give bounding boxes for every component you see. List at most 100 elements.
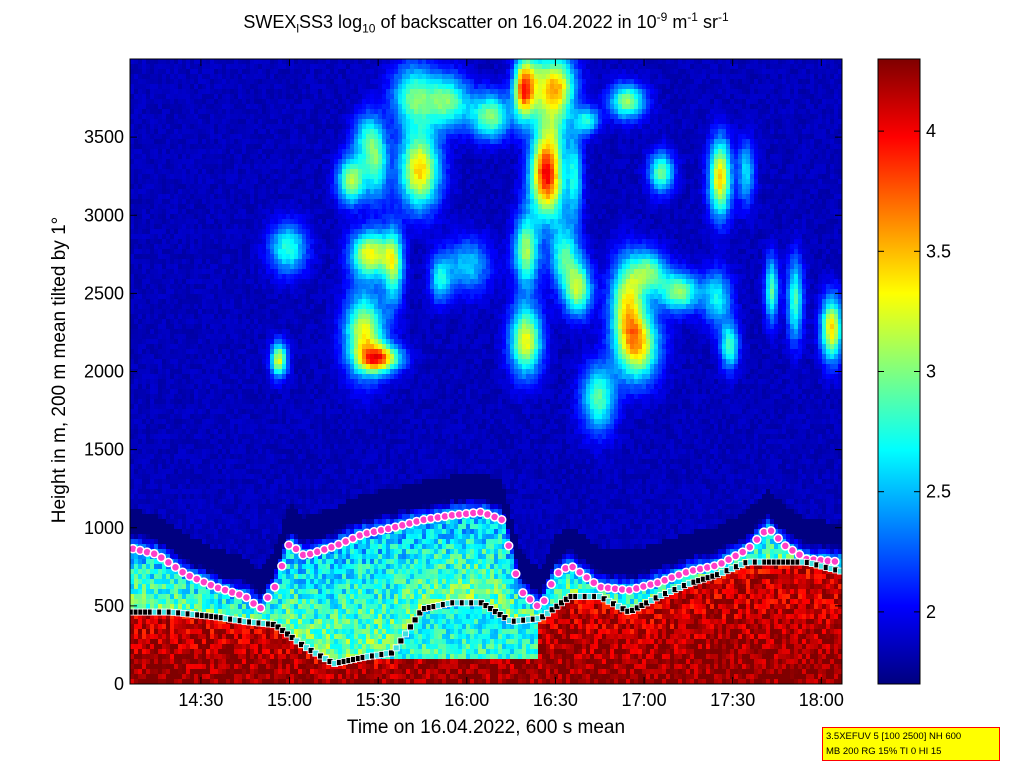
heatmap-cell (226, 134, 231, 140)
heatmap-cell (270, 499, 275, 505)
heatmap-cell (238, 639, 243, 645)
heatmap-cell (170, 394, 175, 400)
heatmap-cell (270, 139, 275, 145)
heatmap-cell (134, 589, 139, 595)
heatmap-cell (230, 654, 235, 660)
heatmap-cell (258, 494, 263, 500)
heatmap-cell (134, 484, 139, 490)
heatmap-cell (142, 164, 147, 170)
heatmap-cell (170, 374, 175, 380)
heatmap-cell (234, 74, 239, 80)
heatmap-cell (250, 469, 255, 475)
heatmap-cell (166, 204, 171, 210)
heatmap-cell (182, 254, 187, 260)
heatmap-cell (206, 94, 211, 100)
heatmap-cell (206, 149, 211, 155)
heatmap-cell (226, 674, 231, 680)
heatmap-cell (270, 214, 275, 220)
heatmap-cell (202, 334, 207, 340)
heatmap-cell (226, 384, 231, 390)
heatmap-cell (238, 449, 243, 455)
heatmap-cell (230, 264, 235, 270)
heatmap-cell (226, 369, 231, 375)
heatmap-cell (154, 559, 159, 565)
heatmap-cell (186, 429, 191, 435)
heatmap-cell (182, 474, 187, 480)
heatmap-cell (270, 159, 275, 165)
heatmap-cell (210, 419, 215, 425)
heatmap-cell (226, 479, 231, 485)
heatmap-cell (142, 214, 147, 220)
heatmap-cell (274, 59, 279, 65)
heatmap-cell (254, 184, 259, 190)
heatmap-cell (222, 649, 227, 655)
heatmap-cell (238, 524, 243, 530)
heatmap-cell (150, 574, 155, 580)
heatmap-cell (274, 394, 279, 400)
heatmap-cell (146, 309, 151, 315)
heatmap-cell (158, 199, 163, 205)
heatmap-cell (158, 389, 163, 395)
heatmap-cell (186, 544, 191, 550)
heatmap-cell (270, 589, 275, 595)
heatmap-cell (154, 244, 159, 250)
heatmap-cell (142, 109, 147, 115)
heatmap-cell (206, 269, 211, 275)
heatmap-cell (186, 444, 191, 450)
heatmap-cell (226, 419, 231, 425)
heatmap-cell (278, 409, 283, 415)
heatmap-cell (186, 494, 191, 500)
heatmap-cell (138, 94, 143, 100)
heatmap-cell (250, 559, 255, 565)
heatmap-cell (286, 349, 291, 355)
heatmap-cell (230, 459, 235, 465)
heatmap-cell (174, 94, 179, 100)
heatmap-cell (282, 549, 287, 555)
heatmap-cell (218, 504, 223, 510)
heatmap-cell (266, 179, 271, 185)
heatmap-cell (186, 149, 191, 155)
heatmap-cell (222, 164, 227, 170)
heatmap-cell (266, 244, 271, 250)
heatmap-cell (162, 664, 167, 670)
heatmap-cell (174, 189, 179, 195)
heatmap-cell (274, 314, 279, 320)
heatmap-cell (182, 214, 187, 220)
heatmap-cell (242, 289, 247, 295)
heatmap-cell (134, 674, 139, 680)
heatmap-cell (282, 589, 287, 595)
heatmap-cell (178, 254, 183, 260)
heatmap-cell (250, 254, 255, 260)
heatmap-cell (234, 564, 239, 570)
heatmap-cell (218, 229, 223, 235)
heatmap-cell (226, 559, 231, 565)
heatmap-cell (254, 264, 259, 270)
heatmap-cell (202, 599, 207, 605)
heatmap-cell (286, 469, 291, 475)
heatmap-cell (150, 534, 155, 540)
heatmap-cell (166, 184, 171, 190)
heatmap-cell (262, 224, 267, 230)
heatmap-cell (202, 664, 207, 670)
heatmap-cell (138, 499, 143, 505)
heatmap-cell (286, 534, 291, 540)
heatmap-cell (214, 434, 219, 440)
heatmap-cell (194, 519, 199, 525)
heatmap-cell (246, 249, 251, 255)
heatmap-cell (238, 259, 243, 265)
heatmap-cell (234, 604, 239, 610)
heatmap-cell (270, 364, 275, 370)
heatmap-cell (146, 284, 151, 290)
heatmap-cell (150, 179, 155, 185)
heatmap-cell (162, 419, 167, 425)
heatmap-cell (158, 244, 163, 250)
heatmap-cell (282, 464, 287, 470)
heatmap-cell (250, 234, 255, 240)
heatmap-cell (198, 169, 203, 175)
heatmap-cell (266, 104, 271, 110)
heatmap-cell (246, 314, 251, 320)
heatmap-cell (258, 414, 263, 420)
heatmap-cell (282, 224, 287, 230)
heatmap-cell (166, 299, 171, 305)
heatmap-cell (230, 504, 235, 510)
